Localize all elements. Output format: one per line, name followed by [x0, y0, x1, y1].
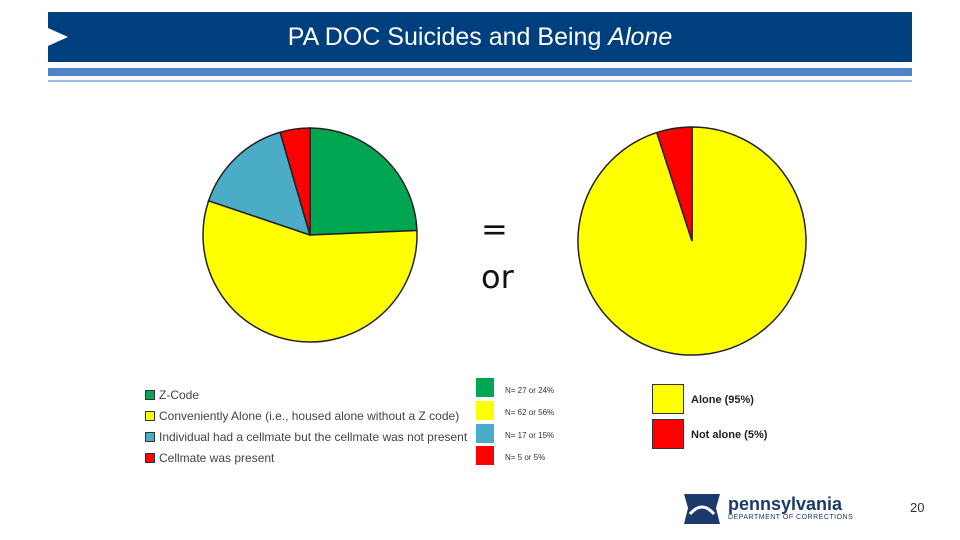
pie-left-slice-2 [207, 131, 312, 237]
header-arrow-icon [48, 28, 68, 46]
legend-left-swatch-3 [145, 452, 155, 463]
page-title: PA DOC Suicides and Being Alone [48, 12, 912, 62]
title-main: PA DOC Suicides and Being [287, 23, 609, 51]
pie-chart-right [577, 126, 807, 356]
count-label-3: N= 5 or 5% [505, 453, 546, 462]
title-italic: Alone [608, 23, 673, 51]
count-label-0: N= 27 or 24% [505, 386, 555, 395]
count-swatch-1 [476, 401, 494, 420]
legend-right-swatch-0 [652, 384, 684, 414]
legend-left-item-2: Individual had a cellmate but the cellma… [145, 426, 475, 447]
legend-left-swatch-0 [145, 389, 155, 400]
legend-left-item-3: Cellmate was present [145, 447, 475, 468]
legend-right-swatch-1 [652, 419, 684, 449]
legend-left-item-1: Conveniently Alone (i.e., housed alone w… [145, 405, 475, 426]
pie-right-slice-0 [577, 126, 807, 356]
legend-left-label-1: Conveniently Alone (i.e., housed alone w… [159, 408, 460, 423]
count-swatch-2 [476, 424, 494, 443]
header-rule-thick [48, 68, 912, 76]
count-label-1: N= 62 or 56% [505, 408, 555, 417]
count-swatch-3 [476, 446, 494, 465]
count-swatch-0 [476, 378, 494, 397]
legend-left: Z-Code Conveniently Alone (i.e., housed a… [145, 384, 475, 468]
legend-right-label-1: Not alone (5%) [691, 429, 768, 441]
legend-left-label-3: Cellmate was present [159, 450, 275, 465]
legend-left-item-0: Z-Code [145, 384, 475, 405]
logo-name: pennsylvania [728, 494, 843, 514]
equals-symbol: = [481, 210, 508, 248]
logo-subtitle: DEPARTMENT OF CORRECTIONS [728, 514, 854, 521]
pie-right-slice-1 [655, 126, 693, 242]
legend-left-label-0: Z-Code [159, 387, 200, 402]
header-bar [48, 12, 912, 62]
pie-left-slice-1 [202, 199, 418, 343]
pie-chart-left [202, 127, 418, 343]
pie-left-slice-0 [309, 127, 418, 236]
keystone-icon [684, 494, 720, 524]
count-label-2: N= 17 or 15% [505, 431, 555, 440]
legend-right-label-0: Alone (95%) [691, 394, 754, 406]
pa-doc-logo: pennsylvania DEPARTMENT OF CORRECTIONS [680, 492, 880, 526]
page-number: 20 [910, 500, 925, 515]
or-symbol: or [481, 258, 514, 296]
pie-left-slice-3 [279, 127, 311, 236]
header-rule-thin [48, 80, 912, 82]
legend-left-label-2: Individual had a cellmate but the cellma… [159, 429, 468, 444]
legend-left-swatch-2 [145, 431, 155, 442]
legend-left-swatch-1 [145, 410, 155, 421]
